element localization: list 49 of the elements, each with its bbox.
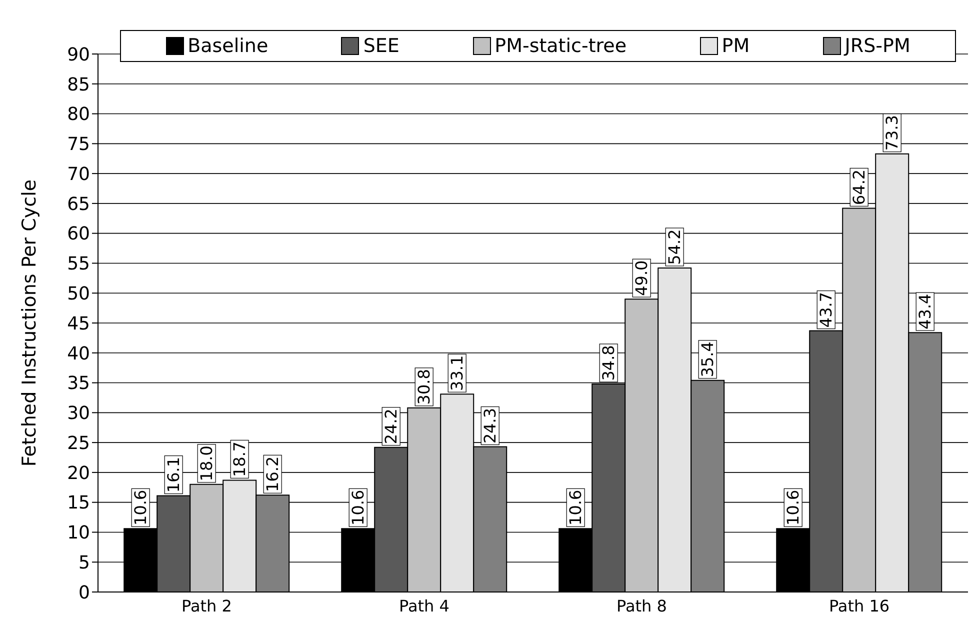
y-tick-label: 75 bbox=[67, 134, 90, 156]
data-label: 73.3 bbox=[882, 115, 902, 151]
y-tick-label: 0 bbox=[78, 582, 90, 604]
data-label: 18.0 bbox=[197, 446, 216, 482]
data-label: 18.7 bbox=[230, 441, 250, 478]
y-tick-label: 25 bbox=[67, 432, 90, 454]
legend-label: Baseline bbox=[186, 35, 268, 57]
data-label: 16.2 bbox=[263, 456, 282, 492]
y-tick-label: 70 bbox=[67, 164, 90, 185]
data-label: 43.7 bbox=[816, 292, 836, 328]
y-tick-label: 20 bbox=[67, 462, 90, 484]
y-tick-label: 55 bbox=[67, 254, 90, 275]
x-tick-label: Path 4 bbox=[399, 596, 450, 616]
data-label: 54.2 bbox=[665, 229, 684, 265]
data-label: 35.4 bbox=[698, 342, 718, 378]
data-label: 43.4 bbox=[916, 294, 935, 330]
data-label: 64.2 bbox=[850, 169, 869, 206]
data-label: 16.1 bbox=[164, 456, 184, 493]
y-tick-label: 10 bbox=[67, 522, 90, 544]
y-tick-label: 50 bbox=[67, 284, 90, 304]
legend-label: JRS-PM bbox=[842, 35, 910, 57]
legend-label: PM bbox=[720, 35, 750, 57]
data-label: 10.6 bbox=[348, 490, 368, 526]
y-tick-label: 35 bbox=[67, 373, 90, 394]
y-tick-label: 45 bbox=[67, 313, 90, 334]
data-label: 10.6 bbox=[131, 490, 150, 526]
y-tick-label: 85 bbox=[67, 74, 90, 96]
y-tick-label: 40 bbox=[67, 343, 90, 364]
data-label: 49.0 bbox=[632, 260, 652, 296]
data-label: 24.3 bbox=[480, 408, 500, 444]
data-label: 30.8 bbox=[414, 369, 434, 405]
y-axis-title: Fetched Instructions Per Cycle bbox=[18, 179, 41, 467]
data-label: 34.8 bbox=[599, 345, 618, 381]
y-tick-label: 30 bbox=[67, 403, 90, 424]
x-tick-label: Path 8 bbox=[616, 596, 667, 616]
data-label: 10.6 bbox=[566, 490, 586, 526]
legend-label: PM-static-tree bbox=[494, 35, 627, 57]
data-label: 24.2 bbox=[382, 408, 401, 444]
y-tick-label: 5 bbox=[78, 552, 90, 574]
y-tick-label: 60 bbox=[67, 224, 90, 245]
y-tick-label: 90 bbox=[67, 44, 90, 66]
data-label: 10.6 bbox=[784, 490, 803, 526]
data-label: 33.1 bbox=[448, 355, 467, 391]
y-tick-label: 65 bbox=[67, 194, 90, 215]
legend-label: SEE bbox=[362, 35, 400, 57]
y-tick-label: 15 bbox=[67, 492, 90, 514]
x-tick-label: Path 2 bbox=[182, 596, 232, 616]
y-tick-label: 80 bbox=[67, 104, 90, 126]
x-tick-label: Path 16 bbox=[828, 596, 890, 616]
